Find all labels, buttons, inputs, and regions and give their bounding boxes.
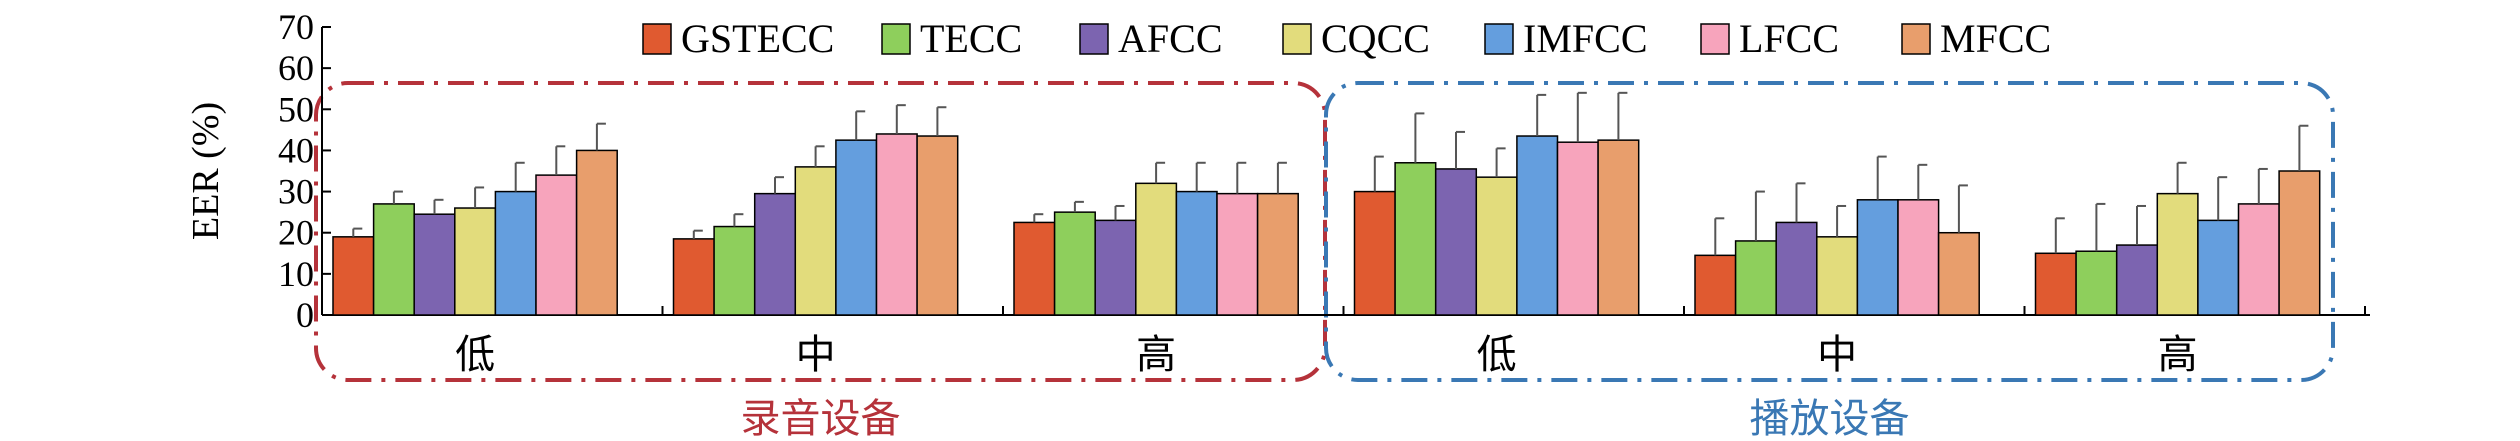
legend-label: CQCC (1321, 16, 1430, 61)
group-frames (314, 81, 2335, 382)
bar-imfcc-5 (2197, 219, 2240, 316)
y-tick-label: 70 (278, 7, 314, 47)
bar-mfcc-0 (575, 149, 618, 316)
category-label: 低 (455, 332, 495, 377)
bar-cqcc-5 (2156, 192, 2199, 316)
bar-gstecc-0 (332, 236, 375, 316)
y-tick-label: 30 (278, 172, 314, 212)
bar-lfcc-4 (1897, 199, 1940, 316)
legend-label: MFCC (1940, 16, 2051, 61)
y-tick-label: 0 (296, 295, 314, 335)
category-label: 高 (2158, 332, 2198, 377)
axes (321, 26, 2370, 316)
bar-cqcc-1 (794, 166, 837, 316)
y-tick-label: 40 (278, 130, 314, 170)
bar-afcc-1 (753, 192, 797, 316)
bar-afcc-4 (1775, 221, 1818, 316)
bar-imfcc-1 (835, 139, 878, 316)
category-label: 中 (796, 332, 836, 377)
bar-afcc-2 (1094, 219, 1137, 316)
bar-gstecc-3 (1353, 190, 1396, 316)
bar-gstecc-5 (2034, 252, 2077, 316)
bar-cqcc-0 (454, 207, 497, 316)
legend-swatch-imfcc (1484, 23, 1514, 55)
bar-mfcc-4 (1937, 231, 1980, 316)
legend-swatch-lfcc (1700, 23, 1730, 55)
bars (332, 133, 2321, 316)
y-tick-label: 20 (278, 213, 314, 253)
bar-tecc-1 (713, 225, 756, 316)
bar-mfcc-3 (1597, 139, 1640, 316)
bar-tecc-5 (2075, 250, 2118, 316)
legend-label: IMFCC (1523, 16, 1648, 61)
category-label: 中 (1817, 332, 1857, 377)
bar-tecc-3 (1394, 162, 1437, 316)
legend: GSTECC TECC AFCC CQCC IMFCC LFCC MFCC (642, 16, 2051, 61)
legend-label: TECC (920, 16, 1022, 61)
bar-afcc-3 (1434, 168, 1478, 316)
legend-label: LFCC (1739, 16, 1839, 61)
bar-mfcc-1 (916, 135, 959, 316)
legend-swatch-tecc (881, 23, 911, 55)
error-bars (352, 91, 2309, 256)
bar-imfcc-3 (1516, 135, 1559, 316)
bar-gstecc-1 (672, 238, 715, 316)
category-label: 高 (1136, 332, 1176, 377)
y-axis-label: EER (%) (185, 102, 227, 240)
bar-cqcc-4 (1816, 236, 1859, 316)
bar-imfcc-4 (1856, 199, 1899, 316)
legend-swatch-afcc (1079, 23, 1109, 55)
bar-gstecc-2 (1013, 221, 1056, 316)
bar-afcc-0 (413, 213, 456, 316)
legend-label: GSTECC (681, 16, 834, 61)
group-label: 录音设备 (741, 396, 901, 441)
y-tick-label: 10 (278, 254, 314, 294)
bar-lfcc-1 (875, 133, 918, 316)
bar-lfcc-0 (535, 174, 578, 316)
bar-lfcc-5 (2237, 203, 2280, 316)
bar-afcc-5 (2115, 244, 2159, 316)
group-frame-playback (1324, 81, 2335, 382)
bar-tecc-2 (1053, 211, 1096, 316)
bar-imfcc-0 (494, 190, 537, 316)
y-tick-label: 50 (278, 89, 314, 129)
legend-swatch-mfcc (1901, 23, 1931, 55)
bar-tecc-4 (1734, 240, 1777, 316)
legend-label: AFCC (1118, 16, 1223, 61)
bar-lfcc-2 (1216, 192, 1259, 316)
bar-cqcc-2 (1135, 182, 1178, 316)
group-label: 播放设备 (1750, 396, 1910, 441)
legend-swatch-gstecc (642, 23, 672, 55)
bar-gstecc-4 (1694, 254, 1737, 316)
y-tick-label: 60 (278, 48, 314, 88)
bar-tecc-0 (372, 203, 415, 316)
bar-lfcc-3 (1556, 141, 1599, 316)
bar-imfcc-2 (1175, 190, 1218, 316)
bar-mfcc-5 (2278, 170, 2321, 316)
bar-cqcc-3 (1475, 176, 1518, 316)
legend-swatch-cqcc (1282, 23, 1312, 55)
category-label: 低 (1477, 332, 1517, 377)
bar-mfcc-2 (1256, 192, 1299, 316)
